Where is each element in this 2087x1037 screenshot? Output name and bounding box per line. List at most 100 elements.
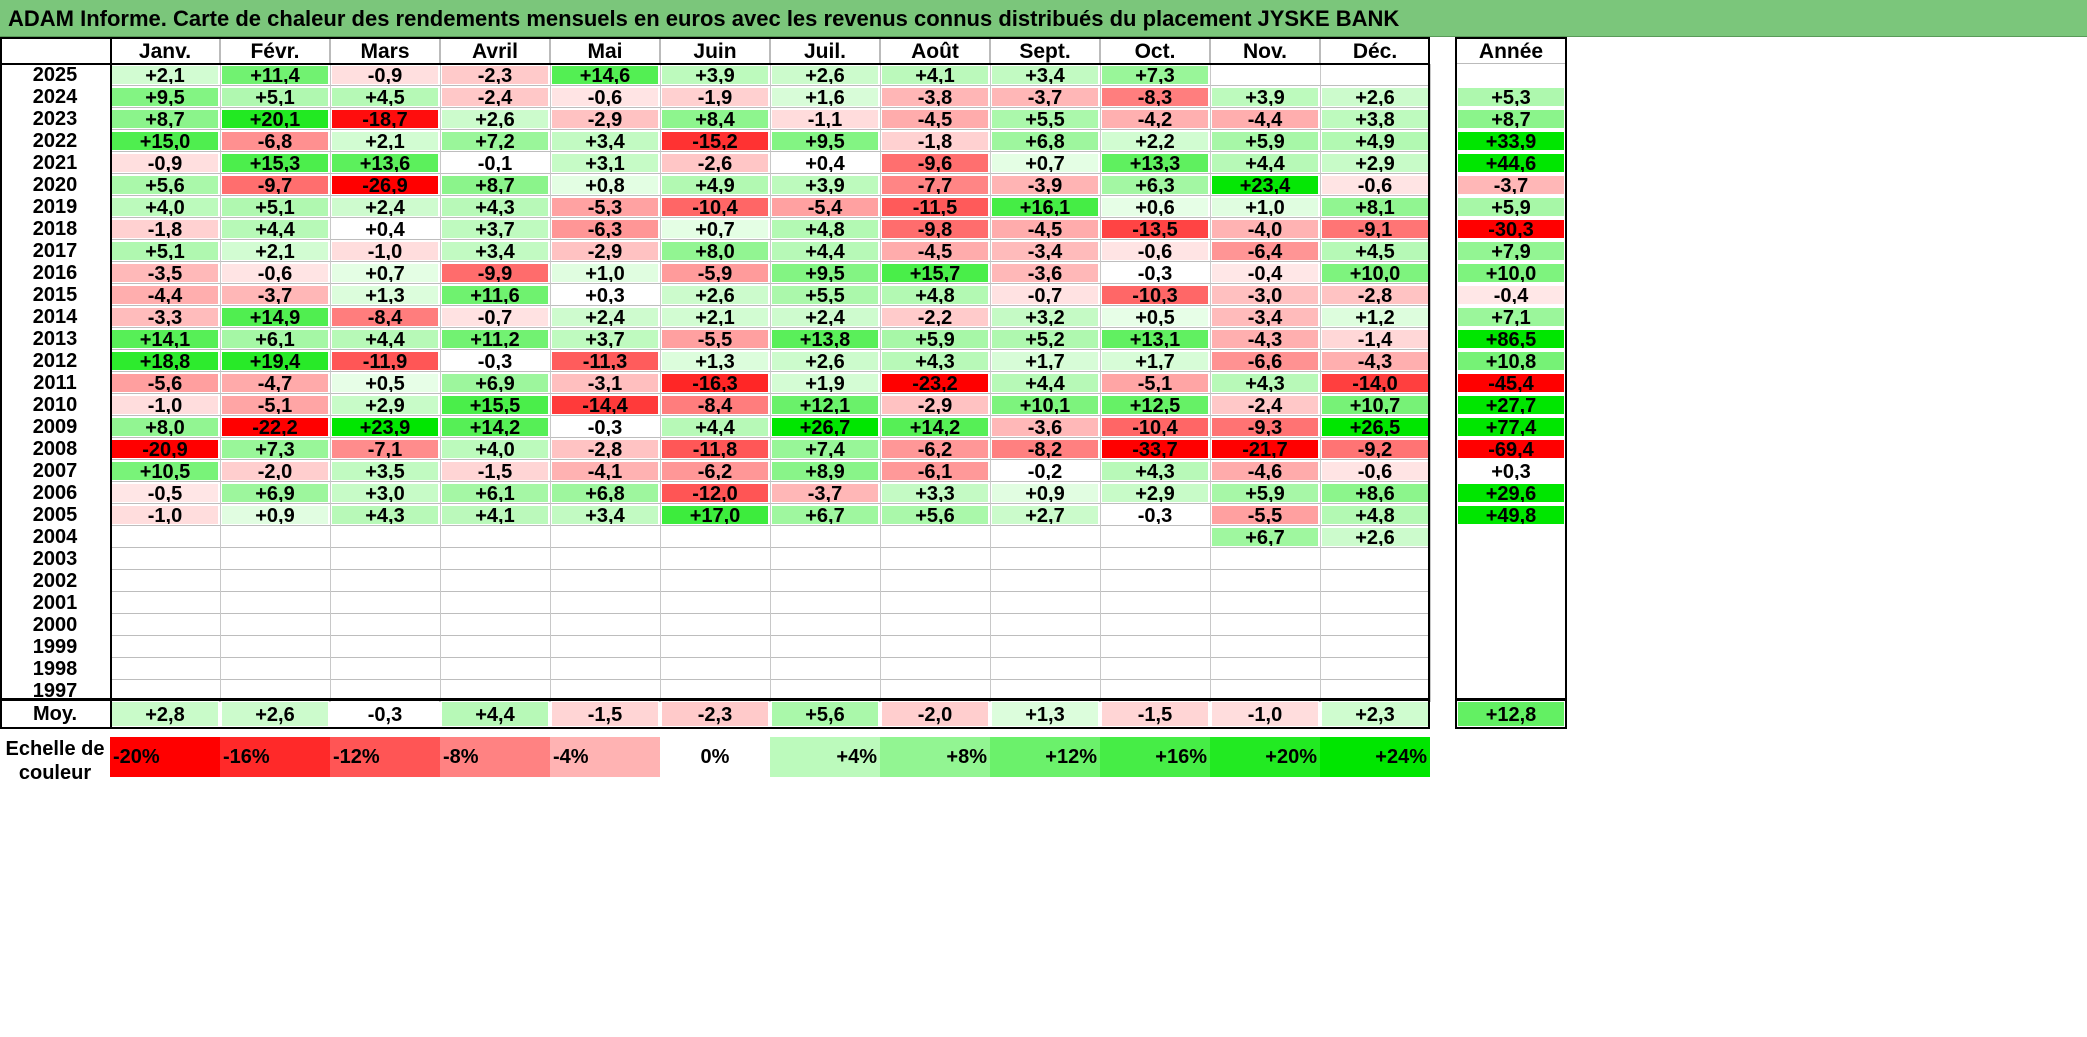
grid-line — [110, 525, 220, 526]
grid-line — [440, 459, 550, 460]
heatmap-cell: +0,5 — [331, 373, 439, 393]
grid-line — [770, 547, 880, 548]
row-year-label: 2010 — [32, 394, 78, 416]
heatmap-cell: -4,2 — [1101, 109, 1209, 129]
heatmap-cell: -6,2 — [881, 439, 989, 459]
grid-line — [550, 107, 660, 108]
heatmap-cell: -1,4 — [1321, 329, 1429, 349]
heatmap-cell: +1,3 — [661, 351, 769, 371]
grid-line — [330, 679, 440, 680]
grid-line — [990, 64, 991, 702]
grid-line — [1100, 305, 1210, 306]
grid-line — [660, 371, 770, 372]
grid-line — [660, 327, 770, 328]
heatmap-cell: +2,2 — [1101, 131, 1209, 151]
heatmap-cell — [111, 593, 219, 613]
heatmap-cell: -0,3 — [1101, 505, 1209, 525]
heatmap-cell: +14,1 — [111, 329, 219, 349]
heatmap-cell: +6,7 — [771, 505, 879, 525]
heatmap-cell — [551, 593, 659, 613]
heatmap-cell: +4,3 — [1101, 461, 1209, 481]
heatmap-cell — [991, 659, 1099, 679]
grid-line — [440, 107, 550, 108]
heatmap-cell: -4,6 — [1211, 461, 1319, 481]
heatmap-cell — [221, 571, 329, 591]
annual-cell — [1457, 593, 1565, 613]
grid-line — [110, 107, 220, 108]
row-year-label: 2011 — [33, 372, 77, 394]
heatmap-cell — [551, 527, 659, 547]
heatmap-cell: -16,3 — [661, 373, 769, 393]
heatmap-cell: -1,0 — [111, 395, 219, 415]
heatmap-cell — [991, 615, 1099, 635]
heatmap-cell — [771, 527, 879, 547]
grid-line — [1210, 305, 1320, 306]
heatmap-cell: +1,0 — [551, 263, 659, 283]
grid-line — [1210, 85, 1320, 86]
heatmap-cell: -33,7 — [1101, 439, 1209, 459]
heatmap-cell: +4,4 — [771, 241, 879, 261]
grid-line — [550, 679, 660, 680]
heatmap-cell — [551, 549, 659, 569]
grid-line — [990, 195, 1100, 196]
grid-line — [330, 547, 440, 548]
grid-line — [440, 503, 550, 504]
grid-line — [1100, 415, 1210, 416]
grid-line — [440, 173, 550, 174]
grid-line — [440, 283, 550, 284]
heatmap-cell: -3,5 — [111, 263, 219, 283]
heatmap-cell: +8,7 — [111, 109, 219, 129]
heatmap-cell: +5,2 — [991, 329, 1099, 349]
heatmap-cell: -3,7 — [771, 483, 879, 503]
row-year-label: 2005 — [32, 504, 78, 526]
row-year-label: 2000 — [32, 614, 78, 636]
heatmap-cell: -3,3 — [111, 307, 219, 327]
heatmap-cell — [661, 615, 769, 635]
grid-line — [330, 525, 440, 526]
grid-line — [880, 151, 990, 152]
row-year-label: 2009 — [32, 416, 78, 438]
average-cell: -2,0 — [881, 701, 989, 727]
heatmap-cell: -2,6 — [661, 153, 769, 173]
heatmap-cell: -14,0 — [1321, 373, 1429, 393]
heatmap-cell: +1,2 — [1321, 307, 1429, 327]
grid-line — [990, 305, 1100, 306]
heatmap-cell: -0,9 — [111, 153, 219, 173]
heatmap-cell: -2,8 — [1321, 285, 1429, 305]
heatmap-cell — [881, 571, 989, 591]
heatmap-cell: +11,2 — [441, 329, 549, 349]
heatmap-cell: -20,9 — [111, 439, 219, 459]
grid-line — [660, 217, 770, 218]
grid-line — [880, 569, 990, 570]
grid-line — [880, 525, 990, 526]
grid-line — [550, 459, 660, 460]
grid-line — [770, 657, 880, 658]
heatmap-cell — [1101, 681, 1209, 701]
heatmap-cell: -1,1 — [771, 109, 879, 129]
grid-line — [1100, 173, 1210, 174]
grid-line — [660, 635, 770, 636]
grid-line — [1100, 679, 1210, 680]
grid-line — [880, 195, 990, 196]
grid-line — [110, 657, 220, 658]
grid-line — [1100, 569, 1210, 570]
grid-line — [990, 415, 1100, 416]
grid-line — [770, 415, 880, 416]
heatmap-cell: +13,8 — [771, 329, 879, 349]
heatmap-cell: +10,5 — [111, 461, 219, 481]
heatmap-cell: +4,8 — [771, 219, 879, 239]
grid-line — [880, 305, 990, 306]
heatmap-cell — [1321, 549, 1429, 569]
grid-line — [1210, 437, 1320, 438]
grid-line — [440, 239, 550, 240]
heatmap-cell — [441, 615, 549, 635]
heatmap-cell: +6,9 — [441, 373, 549, 393]
heatmap-cell: +23,9 — [331, 417, 439, 437]
heatmap-cell: +4,0 — [111, 197, 219, 217]
grid-line — [1210, 107, 1320, 108]
heatmap-cell: -2,2 — [881, 307, 989, 327]
grid-line — [1320, 481, 1430, 482]
heatmap-cell: -0,6 — [551, 87, 659, 107]
annual-cell: +0,3 — [1457, 461, 1565, 481]
grid-line — [1320, 679, 1430, 680]
